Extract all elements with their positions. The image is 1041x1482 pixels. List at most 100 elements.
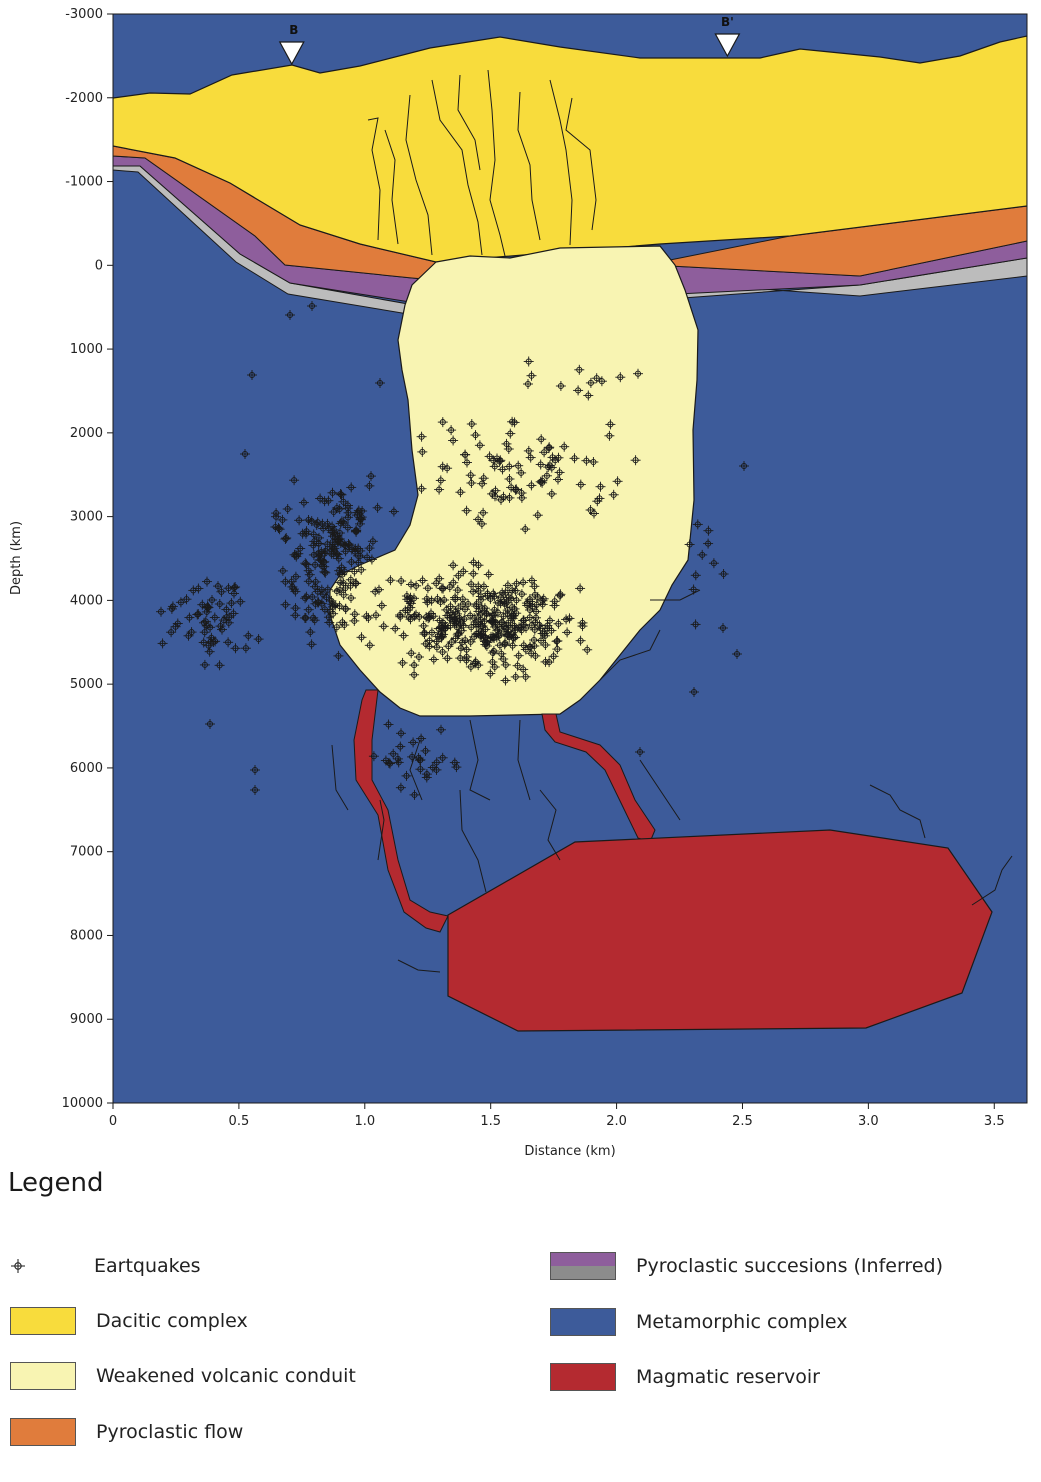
earthquake-point	[424, 641, 435, 652]
earthquake-point	[525, 641, 536, 652]
earthquake-point	[708, 558, 719, 569]
earthquake-point	[573, 385, 584, 396]
earthquake-point	[243, 630, 254, 641]
earthquake-point	[420, 745, 431, 756]
earthquake-point	[690, 570, 701, 581]
earthquake-point	[481, 609, 492, 619]
y-tick-label: -1000	[65, 175, 103, 190]
earthquake-point	[499, 598, 510, 609]
earthquake-point	[188, 585, 199, 596]
earthquake-point	[448, 560, 459, 571]
earthquake-point	[310, 576, 321, 587]
y-tick-label: 1000	[70, 342, 103, 357]
earthquake-point	[504, 474, 515, 484]
earthquake-point	[199, 627, 210, 638]
earthquake-point	[287, 581, 298, 592]
earthquake-point	[356, 564, 367, 575]
y-tick-label: 5000	[70, 677, 103, 692]
earthquake-point	[518, 615, 529, 626]
earthquake-point	[483, 635, 493, 646]
earthquake-point	[508, 633, 519, 644]
earthquake-point	[250, 785, 260, 795]
earthquake-point	[414, 652, 424, 662]
earthquake-point	[415, 764, 426, 775]
earthquake-point	[526, 575, 537, 586]
earthquake-point	[364, 640, 375, 651]
earthquake-point	[543, 443, 554, 454]
earthquake-point	[340, 603, 351, 614]
earthquake-point	[186, 627, 197, 638]
earthquake-point	[378, 621, 389, 632]
earthquake-point	[555, 589, 566, 600]
earthquake-point	[216, 586, 227, 597]
earthquake-point	[436, 583, 447, 594]
earthquake-point	[718, 569, 729, 579]
earthquake-point	[612, 476, 623, 487]
earthquake-point	[328, 531, 338, 542]
earthquake-point	[501, 438, 512, 449]
earthquake-point	[452, 585, 463, 596]
earthquake-point	[442, 610, 453, 621]
earthquake-point	[596, 376, 607, 387]
earthquake-point	[466, 478, 477, 488]
earthquake-point	[585, 377, 596, 388]
earthquake-point	[514, 622, 525, 633]
earthquake-point	[310, 598, 321, 609]
earthquake-point	[569, 453, 580, 464]
earthquake-point	[511, 578, 522, 589]
earthquake-point	[356, 632, 367, 643]
earthquake-point	[451, 762, 462, 773]
earthquake-point	[497, 464, 508, 475]
earthquake-point	[271, 508, 282, 519]
earthquake-point	[553, 618, 564, 629]
x-tick-label: 2.5	[732, 1114, 753, 1129]
earthquake-point	[331, 586, 342, 597]
earthquake-point	[398, 630, 409, 641]
earthquake-point	[509, 603, 520, 614]
earthquake-point	[489, 461, 500, 472]
earthquake-point	[207, 595, 217, 605]
earthquake-point	[507, 613, 518, 624]
earthquake-point	[366, 471, 376, 482]
earthquake-point	[549, 600, 560, 611]
earthquake-point	[697, 549, 708, 560]
earthquake-point	[488, 588, 499, 599]
earthquake-point	[493, 629, 504, 639]
earthquake-point	[591, 373, 602, 384]
earthquake-point	[280, 599, 291, 610]
earthquake-point	[397, 657, 408, 668]
earthquake-point	[510, 585, 521, 596]
earthquake-point	[361, 611, 372, 622]
earthquake-point	[518, 577, 529, 588]
earthquake-point	[416, 483, 427, 494]
earthquake-point	[303, 515, 314, 525]
earthquake-point	[703, 538, 714, 549]
earthquake-point	[346, 557, 357, 567]
earthquake-point	[507, 416, 518, 427]
section-marker-label: B	[289, 23, 298, 37]
earthquake-point	[471, 599, 482, 610]
earthquake-point	[280, 576, 291, 587]
earthquake-point	[334, 504, 345, 514]
y-tick-label: -3000	[65, 7, 103, 22]
earthquake-point	[494, 622, 505, 632]
earthquake-point	[487, 647, 498, 658]
earthquake-point	[375, 378, 385, 388]
earthquake-point	[502, 630, 513, 640]
earthquake-point	[581, 455, 592, 466]
x-tick-label: 1.5	[480, 1114, 501, 1129]
earthquake-point	[228, 608, 239, 619]
earthquake-point	[540, 640, 551, 650]
earthquake-point	[217, 624, 227, 635]
earthquake-point	[455, 653, 466, 664]
legend-label: Pyroclastic succesions (Inferred)	[636, 1255, 943, 1277]
earthquake-point	[312, 586, 323, 597]
y-axis: -3000 -2000 -1000 0 1000 2000 3000 4000 5000 6000…	[62, 7, 113, 1111]
earthquake-point	[334, 601, 345, 612]
earthquake-point	[529, 581, 540, 592]
earthquake-point	[461, 644, 472, 655]
earthquake-point	[529, 641, 540, 651]
section-marker-label: B'	[721, 15, 734, 29]
earthquake-point	[512, 660, 523, 671]
earthquake-point	[388, 506, 399, 517]
